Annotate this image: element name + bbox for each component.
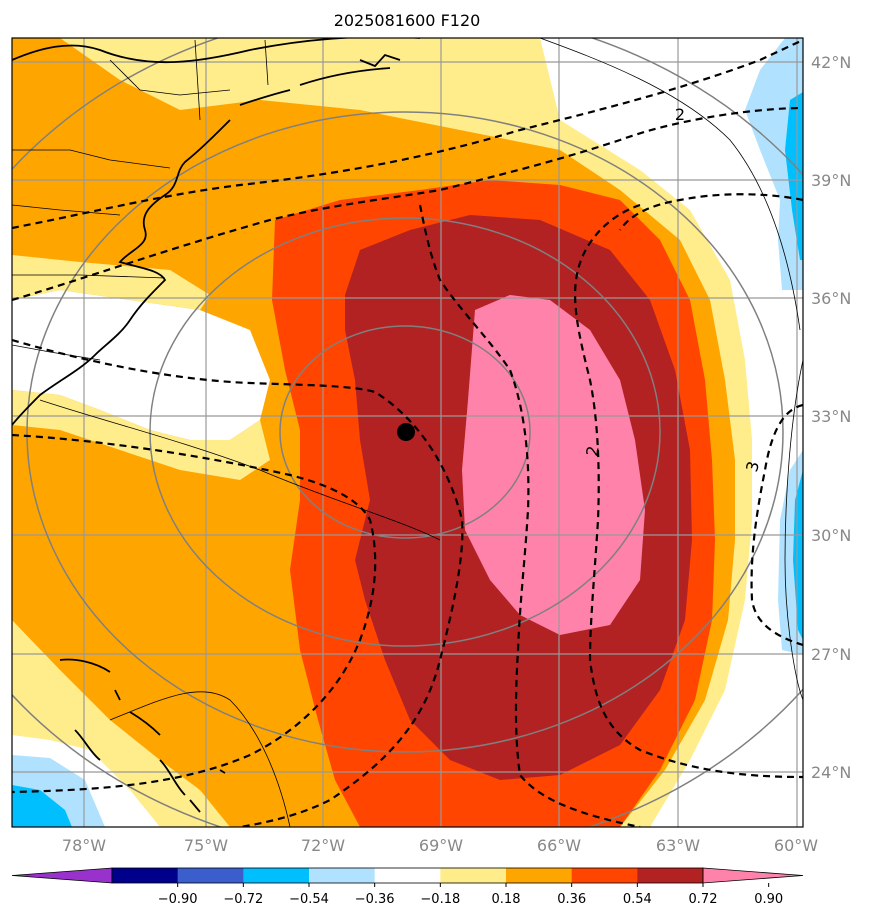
colorbar-tick-label: −0.72 bbox=[223, 892, 263, 907]
colorbar-segment bbox=[374, 868, 441, 883]
lat-label: 30°N bbox=[811, 526, 851, 545]
lat-label: 42°N bbox=[811, 53, 851, 72]
contour-label: 3 bbox=[742, 459, 763, 474]
colorbar-tick-label: 0.18 bbox=[492, 892, 521, 907]
band-neg-blue-right bbox=[785, 92, 803, 260]
storm-center-marker bbox=[397, 423, 415, 441]
colorbar-segment bbox=[571, 868, 638, 883]
band-neg-blue-left bbox=[12, 785, 72, 827]
map-title: 2025081600 F120 bbox=[334, 11, 481, 30]
map-area: 2 2 3 bbox=[12, 38, 803, 827]
colorbar: −0.90 −0.72 −0.54 −0.36 −0.18 0.18 0.36 0.54 0.7… bbox=[11, 867, 804, 907]
colorbar-segment bbox=[309, 868, 376, 883]
lat-label: 33°N bbox=[811, 407, 851, 426]
lon-label: 66°W bbox=[537, 836, 581, 855]
colorbar-segment bbox=[243, 868, 310, 883]
lon-label: 78°W bbox=[62, 836, 106, 855]
gridlines bbox=[12, 38, 803, 827]
colorbar-segment bbox=[112, 868, 179, 883]
colorbar-tick-label: 0.90 bbox=[754, 892, 783, 907]
height-contours bbox=[12, 39, 803, 827]
lat-label: 36°N bbox=[811, 289, 851, 308]
colorbar-tick-label: 0.54 bbox=[623, 892, 652, 907]
colorbar-tick-label: 0.72 bbox=[689, 892, 718, 907]
colorbar-segment bbox=[506, 868, 573, 883]
latitude-labels: 42°N 39°N 36°N 33°N 30°N 27°N 24°N bbox=[811, 53, 851, 782]
band-coast-yellow bbox=[12, 255, 210, 310]
colorbar-tick-label: −0.18 bbox=[420, 892, 460, 907]
lon-label: 60°W bbox=[774, 836, 818, 855]
map-frame bbox=[11, 37, 804, 828]
lon-label: 69°W bbox=[419, 836, 463, 855]
band-neg-blue-right-lower bbox=[793, 470, 803, 640]
colorbar-tick-label: 0.36 bbox=[557, 892, 586, 907]
lon-label: 75°W bbox=[184, 836, 228, 855]
colorbar-extend-low bbox=[11, 867, 113, 884]
colorbar-tick-label: −0.54 bbox=[289, 892, 329, 907]
range-rings bbox=[12, 38, 803, 827]
colorbar-extend-high bbox=[702, 867, 804, 884]
contour-label: 2 bbox=[582, 444, 602, 457]
lat-label: 39°N bbox=[811, 171, 851, 190]
lat-label: 24°N bbox=[811, 763, 851, 782]
band-neg-light-blue-right bbox=[745, 38, 803, 290]
longitude-labels: 78°W 75°W 72°W 69°W 66°W 63°W 60°W bbox=[62, 836, 818, 855]
colorbar-tick-label: −0.36 bbox=[355, 892, 395, 907]
contour-label: 2 bbox=[675, 105, 685, 124]
state-borders bbox=[12, 38, 803, 827]
band-0.90-pink bbox=[462, 295, 645, 635]
lat-label: 27°N bbox=[811, 645, 851, 664]
colorbar-segment bbox=[637, 868, 704, 883]
colorbar-segment bbox=[440, 868, 507, 883]
colorbar-tick-label: −0.90 bbox=[158, 892, 198, 907]
colorbar-frame bbox=[111, 867, 704, 884]
lon-label: 63°W bbox=[656, 836, 700, 855]
lon-label: 72°W bbox=[301, 836, 345, 855]
colorbar-segment bbox=[177, 868, 244, 883]
